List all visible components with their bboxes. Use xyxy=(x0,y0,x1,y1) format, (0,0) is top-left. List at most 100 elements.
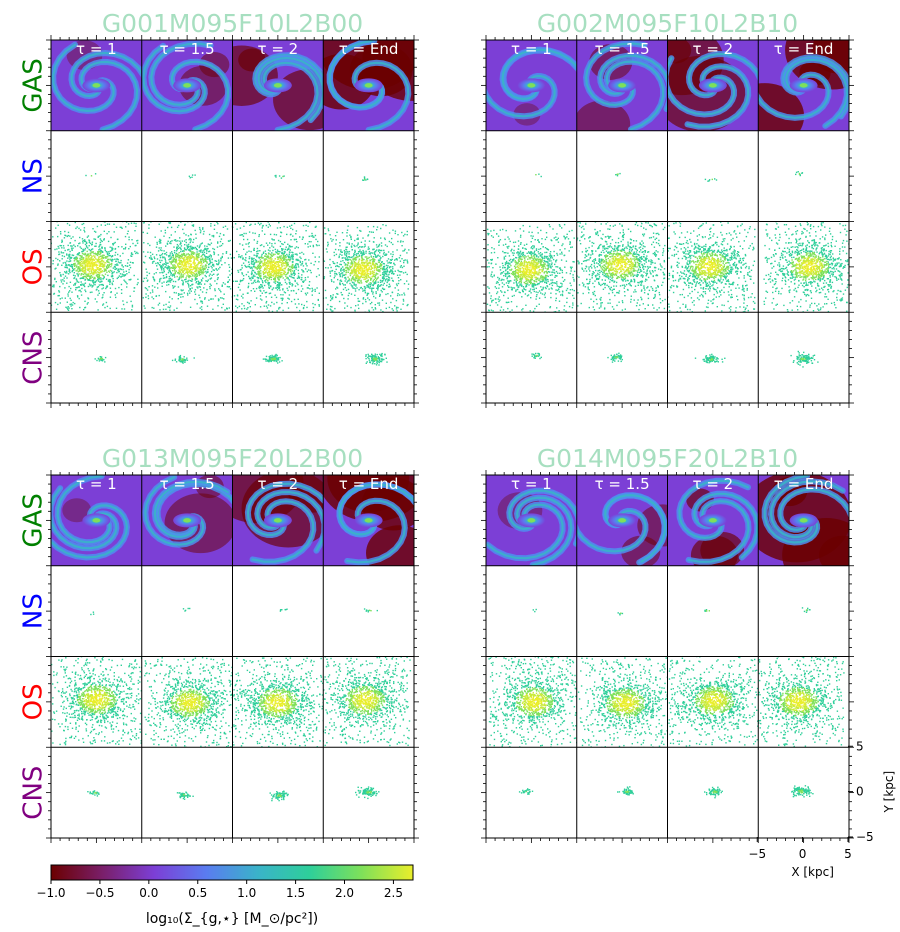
panel-1: G001M095F10L2B00 GAS τ = 1 τ = 1.5 τ = 2 τ = … xyxy=(19,9,419,408)
cell-cns-t3 xyxy=(232,312,324,403)
colorbar-bar xyxy=(50,864,414,881)
cell-gas-t1: τ = 1 xyxy=(486,40,577,131)
cell-ns-t3 xyxy=(232,565,324,657)
cell-os-t4 xyxy=(323,221,414,313)
time-label: τ = 1 xyxy=(511,475,552,493)
panel-title: G001M095F10L2B00 xyxy=(102,9,363,38)
cell-os-t4 xyxy=(758,656,849,748)
colorbar-tick-label: 2.5 xyxy=(384,886,403,900)
row-label-gas: GAS xyxy=(19,58,49,112)
colorbar-tick-label: 2.0 xyxy=(335,886,354,900)
cell-cns-t4 xyxy=(323,747,414,838)
cell-os-t3 xyxy=(667,656,759,748)
y-tick-label: 5 xyxy=(856,739,864,753)
cell-ns-t3 xyxy=(667,565,759,657)
cell-ns-t4 xyxy=(323,130,414,222)
time-label: τ = 2 xyxy=(258,475,299,493)
cell-ns-t1 xyxy=(51,565,142,657)
cell-gas-t3: τ = 2 xyxy=(667,475,759,566)
row-label-cns: CNS xyxy=(19,331,49,385)
cell-cns-t4 xyxy=(323,312,414,403)
cell-os-t3 xyxy=(232,656,324,748)
time-label: τ = End xyxy=(339,475,399,493)
row-label-ns: NS xyxy=(19,158,49,194)
row-label-ns: NS xyxy=(19,593,49,629)
cell-os-t2 xyxy=(576,656,668,748)
cell-gas-t3: τ = 2 xyxy=(232,40,324,131)
x-tick-label: −5 xyxy=(748,847,766,861)
row-label-os: OS xyxy=(19,683,49,720)
cell-cns-t2 xyxy=(576,312,668,403)
time-label: τ = End xyxy=(774,40,834,58)
cell-gas-t2: τ = 1.5 xyxy=(141,40,233,131)
cell-ns-t4 xyxy=(758,565,849,657)
cell-ns-t2 xyxy=(141,130,233,222)
cell-gas-t1: τ = 1 xyxy=(486,475,577,566)
cell-gas-t2: τ = 1.5 xyxy=(576,475,668,566)
time-label: τ = 1 xyxy=(76,40,117,58)
cell-ns-t2 xyxy=(576,130,668,222)
cell-cns-t1 xyxy=(486,747,577,838)
cell-os-t1 xyxy=(51,221,142,313)
cell-ns-t1 xyxy=(51,130,142,222)
y-tick-label: −5 xyxy=(856,830,874,844)
x-tick-label: 5 xyxy=(844,847,852,861)
cell-cns-t2 xyxy=(141,312,233,403)
cell-gas-t4: τ = End xyxy=(323,40,414,131)
cell-os-t3 xyxy=(232,221,324,313)
cell-os-t1 xyxy=(486,656,577,748)
cell-gas-t4: τ = End xyxy=(323,475,414,566)
time-label: τ = 1 xyxy=(511,40,552,58)
panel-3: G013M095F20L2B00 GAS τ = 1 τ = 1.5 τ = 2 τ = … xyxy=(19,444,419,843)
cell-ns-t1 xyxy=(486,565,577,657)
cell-ns-t2 xyxy=(141,565,233,657)
colorbar-tick-label: 0.0 xyxy=(139,886,158,900)
time-label: τ = 1.5 xyxy=(595,475,650,493)
cell-cns-t2 xyxy=(576,747,668,838)
cell-cns-t4 xyxy=(758,312,849,403)
row-label-gas: GAS xyxy=(19,493,49,547)
colorbar-label: log₁₀(Σ_{g,⋆} [M_⊙/pc²]) xyxy=(146,911,318,927)
cell-os-t2 xyxy=(141,656,233,748)
cell-cns-t3 xyxy=(667,747,759,838)
panel-2: G002M095F10L2B10 τ = 1 τ = 1.5 τ = 2 τ = End xyxy=(481,9,854,408)
cell-cns-t2 xyxy=(141,747,233,838)
cell-ns-t4 xyxy=(758,130,849,222)
panel-title: G013M095F20L2B00 xyxy=(102,444,363,473)
time-label: τ = End xyxy=(774,475,834,493)
cell-os-t4 xyxy=(323,656,414,748)
cell-os-t2 xyxy=(141,221,233,313)
coordinate-axes: −5 0 5 5 0 −5 X [kpc] Y [kpc] xyxy=(748,739,896,879)
cell-os-t2 xyxy=(576,221,668,313)
row-label-os: OS xyxy=(19,248,49,285)
cell-gas-t4: τ = End xyxy=(758,40,849,131)
cell-os-t3 xyxy=(667,221,759,313)
colorbar: −1.0 −0.5 0.0 0.5 1.0 1.5 2.0 2.5 log₁₀(Σ_{g,⋆} … xyxy=(36,864,414,927)
cell-gas-t2: τ = 1.5 xyxy=(141,475,233,566)
time-label: τ = End xyxy=(339,40,399,58)
x-tick-label: 0 xyxy=(799,847,807,861)
cell-gas-t3: τ = 2 xyxy=(232,475,324,566)
time-label: τ = 1.5 xyxy=(595,40,650,58)
cell-ns-t4 xyxy=(323,565,414,657)
time-label: τ = 1.5 xyxy=(160,40,215,58)
time-label: τ = 1.5 xyxy=(160,475,215,493)
cell-gas-t3: τ = 2 xyxy=(667,40,759,131)
time-label: τ = 1 xyxy=(76,475,117,493)
colorbar-tick-label: 1.5 xyxy=(286,886,305,900)
cell-cns-t3 xyxy=(232,747,324,838)
cell-gas-t1: τ = 1 xyxy=(51,475,142,566)
cell-ns-t3 xyxy=(667,130,759,222)
y-tick-label: 0 xyxy=(856,785,864,799)
cell-cns-t1 xyxy=(51,312,142,403)
cell-os-t4 xyxy=(758,221,849,313)
cell-cns-t3 xyxy=(667,312,759,403)
cell-cns-t1 xyxy=(51,747,142,838)
time-label: τ = 2 xyxy=(693,475,734,493)
cell-os-t1 xyxy=(51,656,142,748)
colorbar-tick-label: 1.0 xyxy=(237,886,256,900)
colorbar-tick-label: −0.5 xyxy=(85,886,114,900)
panel-4: G014M095F20L2B10 τ = 1 τ = 1.5 τ = 2 τ = End xyxy=(481,444,854,843)
cell-gas-t1: τ = 1 xyxy=(51,40,142,131)
